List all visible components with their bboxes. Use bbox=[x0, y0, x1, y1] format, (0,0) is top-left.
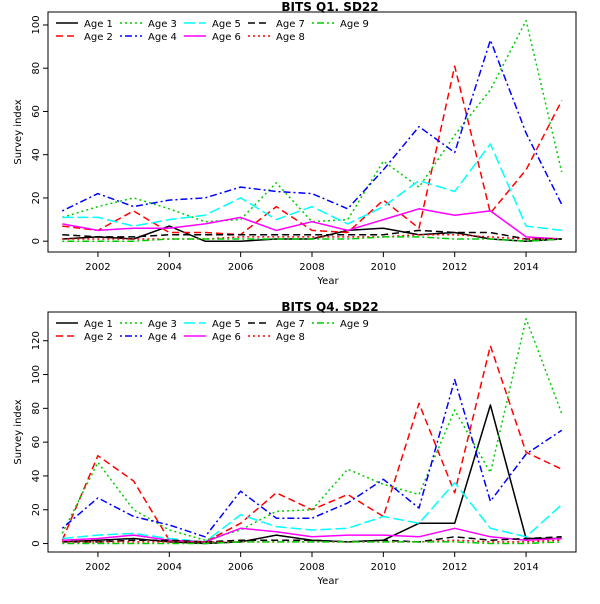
legend-label: Age 7 bbox=[276, 319, 305, 330]
plot-frame bbox=[47, 311, 577, 553]
legend: Age 1 Age 2 Age 3 Age 4 Age 5 Age 6 Age 7 Age 8… bbox=[56, 319, 369, 343]
y-tick-label: 20 bbox=[31, 192, 42, 205]
y-tick-label: 60 bbox=[31, 105, 42, 118]
y-tick-label: 120 bbox=[31, 331, 42, 350]
series-line-age-9 bbox=[62, 541, 562, 545]
y-axis-label: Survey index bbox=[13, 99, 24, 164]
series-line-age-1 bbox=[62, 404, 562, 545]
legend-label: Age 8 bbox=[276, 332, 305, 343]
x-axis-label: Year bbox=[316, 276, 339, 287]
legend-label: Age 6 bbox=[212, 32, 241, 43]
series-group bbox=[61, 318, 563, 545]
y-tick-label: 20 bbox=[31, 503, 42, 516]
y-tick-label: 100 bbox=[31, 365, 42, 384]
chart-title: BITS Q1. SD22 bbox=[281, 0, 378, 14]
legend: Age 1 Age 2 Age 3 Age 4 Age 5 Age 6 Age 7 Age 8… bbox=[56, 19, 369, 43]
x-tick-label: 2012 bbox=[442, 262, 467, 273]
series-line-age-2 bbox=[61, 345, 563, 543]
x-tick-label: 2014 bbox=[513, 262, 538, 273]
series-line-age-3 bbox=[61, 318, 563, 541]
legend-label: Age 4 bbox=[148, 32, 177, 43]
legend-label: Age 3 bbox=[148, 319, 177, 330]
legend-label: Age 2 bbox=[84, 332, 113, 343]
y-tick-label: 40 bbox=[31, 470, 42, 483]
x-axis-label: Year bbox=[316, 576, 339, 587]
series-line-age-9 bbox=[62, 236, 562, 242]
legend-label: Age 8 bbox=[276, 32, 305, 43]
series-line-age-7 bbox=[62, 229, 562, 240]
legend-label: Age 9 bbox=[340, 19, 369, 30]
legend-label: Age 1 bbox=[84, 19, 113, 30]
series-line-age-4 bbox=[61, 39, 563, 212]
x-tick-label: 2008 bbox=[299, 262, 324, 273]
y-tick-label: 100 bbox=[31, 15, 42, 34]
series-line-age-5 bbox=[62, 143, 562, 232]
x-tick-label: 2004 bbox=[157, 562, 182, 573]
series-line-age-8 bbox=[62, 539, 562, 543]
y-tick-label: 0 bbox=[31, 540, 42, 546]
series-group bbox=[61, 19, 563, 242]
x-tick-label: 2006 bbox=[228, 262, 253, 273]
series-line-age-8 bbox=[62, 233, 562, 240]
x-tick-label: 2002 bbox=[85, 562, 110, 573]
y-tick-label: 0 bbox=[31, 238, 42, 244]
x-tick-label: 2010 bbox=[371, 562, 396, 573]
x-tick-label: 2006 bbox=[228, 562, 253, 573]
series-line-age-3 bbox=[62, 19, 563, 223]
legend-label: Age 1 bbox=[84, 319, 113, 330]
x-tick-label: 2010 bbox=[371, 262, 396, 273]
x-tick-label: 2012 bbox=[442, 562, 467, 573]
series-line-age-6 bbox=[62, 208, 562, 240]
legend-label: Age 5 bbox=[212, 319, 241, 330]
legend-label: Age 9 bbox=[340, 319, 369, 330]
y-axis-label: Survey index bbox=[13, 399, 24, 464]
chart-title: BITS Q4. SD22 bbox=[281, 300, 378, 314]
series-line-age-7 bbox=[62, 536, 562, 543]
x-tick-label: 2008 bbox=[299, 562, 324, 573]
y-tick-label: 80 bbox=[31, 402, 42, 415]
legend-label: Age 6 bbox=[212, 332, 241, 343]
series-line-age-5 bbox=[62, 481, 563, 543]
legend-label: Age 7 bbox=[276, 19, 305, 30]
legend-label: Age 4 bbox=[148, 332, 177, 343]
x-tick-label: 2014 bbox=[513, 562, 538, 573]
x-tick-label: 2002 bbox=[85, 262, 110, 273]
y-tick-label: 60 bbox=[31, 436, 42, 449]
legend-label: Age 3 bbox=[148, 19, 177, 30]
series-line-age-4 bbox=[61, 378, 563, 538]
legend-label: Age 2 bbox=[84, 32, 113, 43]
y-tick-label: 80 bbox=[31, 62, 42, 75]
series-line-age-2 bbox=[62, 65, 563, 236]
series-line-age-6 bbox=[62, 527, 562, 543]
x-tick-label: 2004 bbox=[157, 262, 182, 273]
legend-label: Age 5 bbox=[212, 19, 241, 30]
y-tick-label: 40 bbox=[31, 148, 42, 161]
